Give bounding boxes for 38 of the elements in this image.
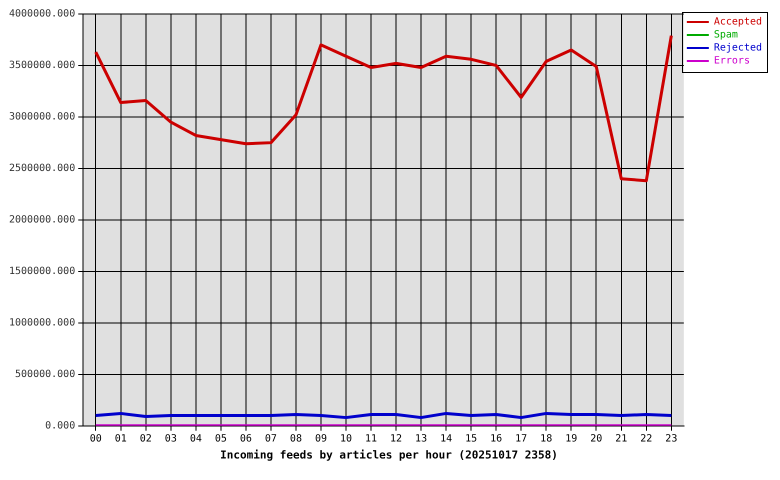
y-tick-label: 3000000.000 <box>8 112 76 123</box>
text: Incoming feeds by articles per hour (20251017 2358) <box>220 448 558 462</box>
x-tick-label: 04 <box>190 433 202 444</box>
x-tick-label: 14 <box>440 433 452 444</box>
y-tick-label: 4000000.000 <box>8 8 76 20</box>
legend-label: Spam <box>714 30 738 41</box>
x-tick-label: 21 <box>615 433 628 444</box>
x-tick-label: 07 <box>264 433 277 444</box>
x-tick-label: 11 <box>364 433 378 444</box>
x-tick-label: 08 <box>290 433 302 444</box>
x-tick-label: 20 <box>590 433 602 444</box>
x-tick-label: 18 <box>540 433 552 444</box>
y-tick-label: 3500000.000 <box>8 60 76 72</box>
x-tick-label: 05 <box>214 433 227 444</box>
legend-label: Errors <box>714 56 750 67</box>
x-tick-label: 06 <box>240 433 252 444</box>
x-tick-label: 10 <box>340 433 352 444</box>
x-tick-label: 09 <box>314 433 327 444</box>
x-tick-label: 03 <box>164 433 177 444</box>
x-tick-label: 15 <box>465 433 478 444</box>
x-tick-label: 19 <box>565 433 578 444</box>
x-tick-label: 02 <box>140 433 152 444</box>
y-tick-label: 1500000.000 <box>8 266 76 277</box>
x-tick-label: 17 <box>515 433 528 444</box>
x-tick-label: 00 <box>90 433 102 444</box>
x-tick-label: 22 <box>640 433 652 444</box>
y-tick-label: 2000000.000 <box>8 214 76 226</box>
legend-label: Accepted <box>714 16 762 28</box>
y-tick-label: 0.000 <box>45 420 76 432</box>
x-tick-label: 13 <box>415 433 428 444</box>
legend-label: Rejected <box>714 42 762 54</box>
y-tick-label: 2500000.000 <box>8 163 76 174</box>
x-tick-label: 16 <box>490 433 502 444</box>
x-tick-label: 01 <box>114 433 127 444</box>
y-tick-label: 1000000.000 <box>8 317 76 328</box>
x-tick-label: 12 <box>390 433 402 444</box>
x-tick-label: 23 <box>665 433 678 444</box>
y-tick-label: 500000.000 <box>15 368 76 380</box>
